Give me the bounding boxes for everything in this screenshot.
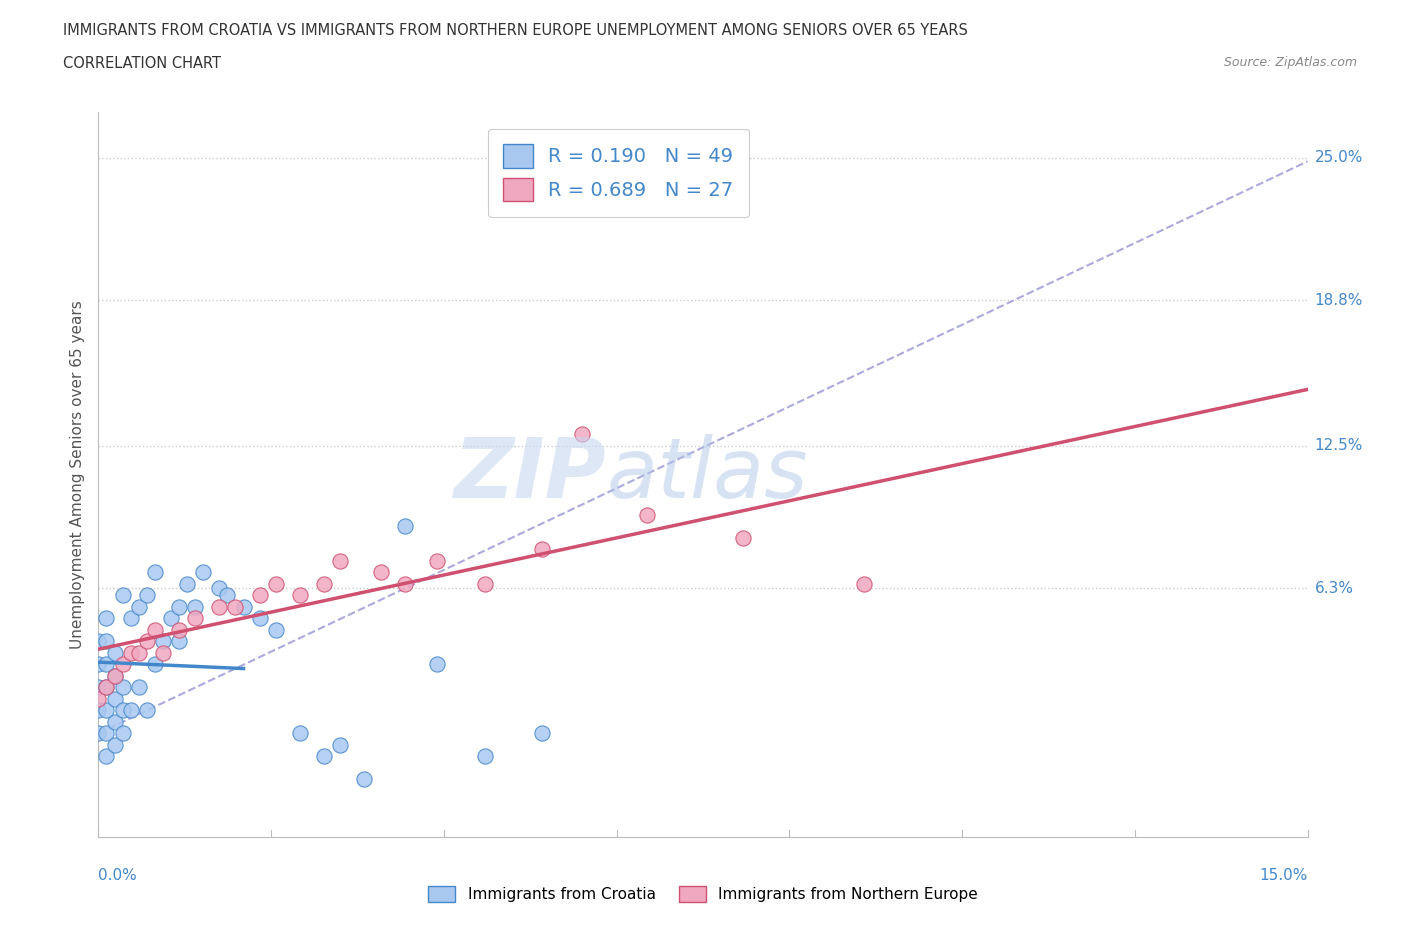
Point — [636, 507, 658, 522]
Point — [87, 634, 110, 649]
Point — [530, 541, 553, 556]
Point — [530, 726, 553, 741]
Point — [208, 581, 231, 596]
Point — [135, 634, 157, 649]
Text: 12.5%: 12.5% — [1315, 438, 1362, 453]
Point — [96, 680, 118, 695]
Point — [426, 657, 449, 671]
Point — [87, 726, 110, 741]
Text: CORRELATION CHART: CORRELATION CHART — [63, 56, 221, 71]
Point — [394, 577, 416, 591]
Point — [474, 577, 496, 591]
Point — [160, 611, 183, 626]
Point — [314, 749, 336, 764]
Point — [208, 599, 231, 614]
Legend: R = 0.190   N = 49, R = 0.689   N = 27: R = 0.190 N = 49, R = 0.689 N = 27 — [488, 128, 749, 217]
Text: IMMIGRANTS FROM CROATIA VS IMMIGRANTS FROM NORTHERN EUROPE UNEMPLOYMENT AMONG SE: IMMIGRANTS FROM CROATIA VS IMMIGRANTS FR… — [63, 23, 969, 38]
Point — [288, 726, 311, 741]
Point — [176, 577, 198, 591]
Point — [128, 599, 150, 614]
Point — [167, 622, 190, 637]
Point — [264, 622, 287, 637]
Point — [224, 599, 246, 614]
Point — [96, 611, 118, 626]
Point — [329, 553, 352, 568]
Text: Source: ZipAtlas.com: Source: ZipAtlas.com — [1223, 56, 1357, 69]
Point — [96, 749, 118, 764]
Point — [96, 703, 118, 718]
Point — [232, 599, 254, 614]
Point — [353, 772, 375, 787]
Point — [103, 691, 125, 706]
Point — [193, 565, 215, 579]
Point — [120, 611, 142, 626]
Point — [426, 553, 449, 568]
Point — [167, 599, 190, 614]
Point — [103, 645, 125, 660]
Text: 6.3%: 6.3% — [1315, 581, 1354, 596]
Point — [111, 657, 134, 671]
Point — [96, 634, 118, 649]
Text: 25.0%: 25.0% — [1315, 150, 1362, 166]
Point — [249, 588, 271, 603]
Point — [152, 634, 174, 649]
Point — [103, 669, 125, 684]
Point — [128, 645, 150, 660]
Point — [111, 588, 134, 603]
Point — [733, 530, 755, 545]
Point — [143, 622, 166, 637]
Point — [103, 737, 125, 752]
Point — [87, 691, 110, 706]
Point — [474, 749, 496, 764]
Point — [135, 588, 157, 603]
Point — [152, 645, 174, 660]
Point — [167, 634, 190, 649]
Point — [120, 703, 142, 718]
Text: atlas: atlas — [606, 433, 808, 515]
Point — [135, 703, 157, 718]
Point — [96, 680, 118, 695]
Y-axis label: Unemployment Among Seniors over 65 years: Unemployment Among Seniors over 65 years — [69, 300, 84, 649]
Point — [264, 577, 287, 591]
Point — [103, 714, 125, 729]
Point — [217, 588, 239, 603]
Point — [571, 427, 593, 442]
Text: 18.8%: 18.8% — [1315, 293, 1362, 308]
Point — [184, 611, 207, 626]
Point — [394, 519, 416, 534]
Point — [103, 669, 125, 684]
Point — [96, 657, 118, 671]
Point — [96, 726, 118, 741]
Point — [370, 565, 392, 579]
Point — [128, 680, 150, 695]
Point — [87, 703, 110, 718]
Text: ZIP: ZIP — [454, 433, 606, 515]
Point — [329, 737, 352, 752]
Text: 15.0%: 15.0% — [1260, 868, 1308, 883]
Point — [120, 645, 142, 660]
Point — [111, 703, 134, 718]
Point — [143, 657, 166, 671]
Point — [87, 680, 110, 695]
Point — [314, 577, 336, 591]
Point — [111, 726, 134, 741]
Point — [853, 577, 876, 591]
Point — [288, 588, 311, 603]
Point — [143, 565, 166, 579]
Point — [87, 657, 110, 671]
Legend: Immigrants from Croatia, Immigrants from Northern Europe: Immigrants from Croatia, Immigrants from… — [422, 880, 984, 909]
Point — [249, 611, 271, 626]
Point — [184, 599, 207, 614]
Text: 0.0%: 0.0% — [98, 868, 138, 883]
Point — [111, 680, 134, 695]
